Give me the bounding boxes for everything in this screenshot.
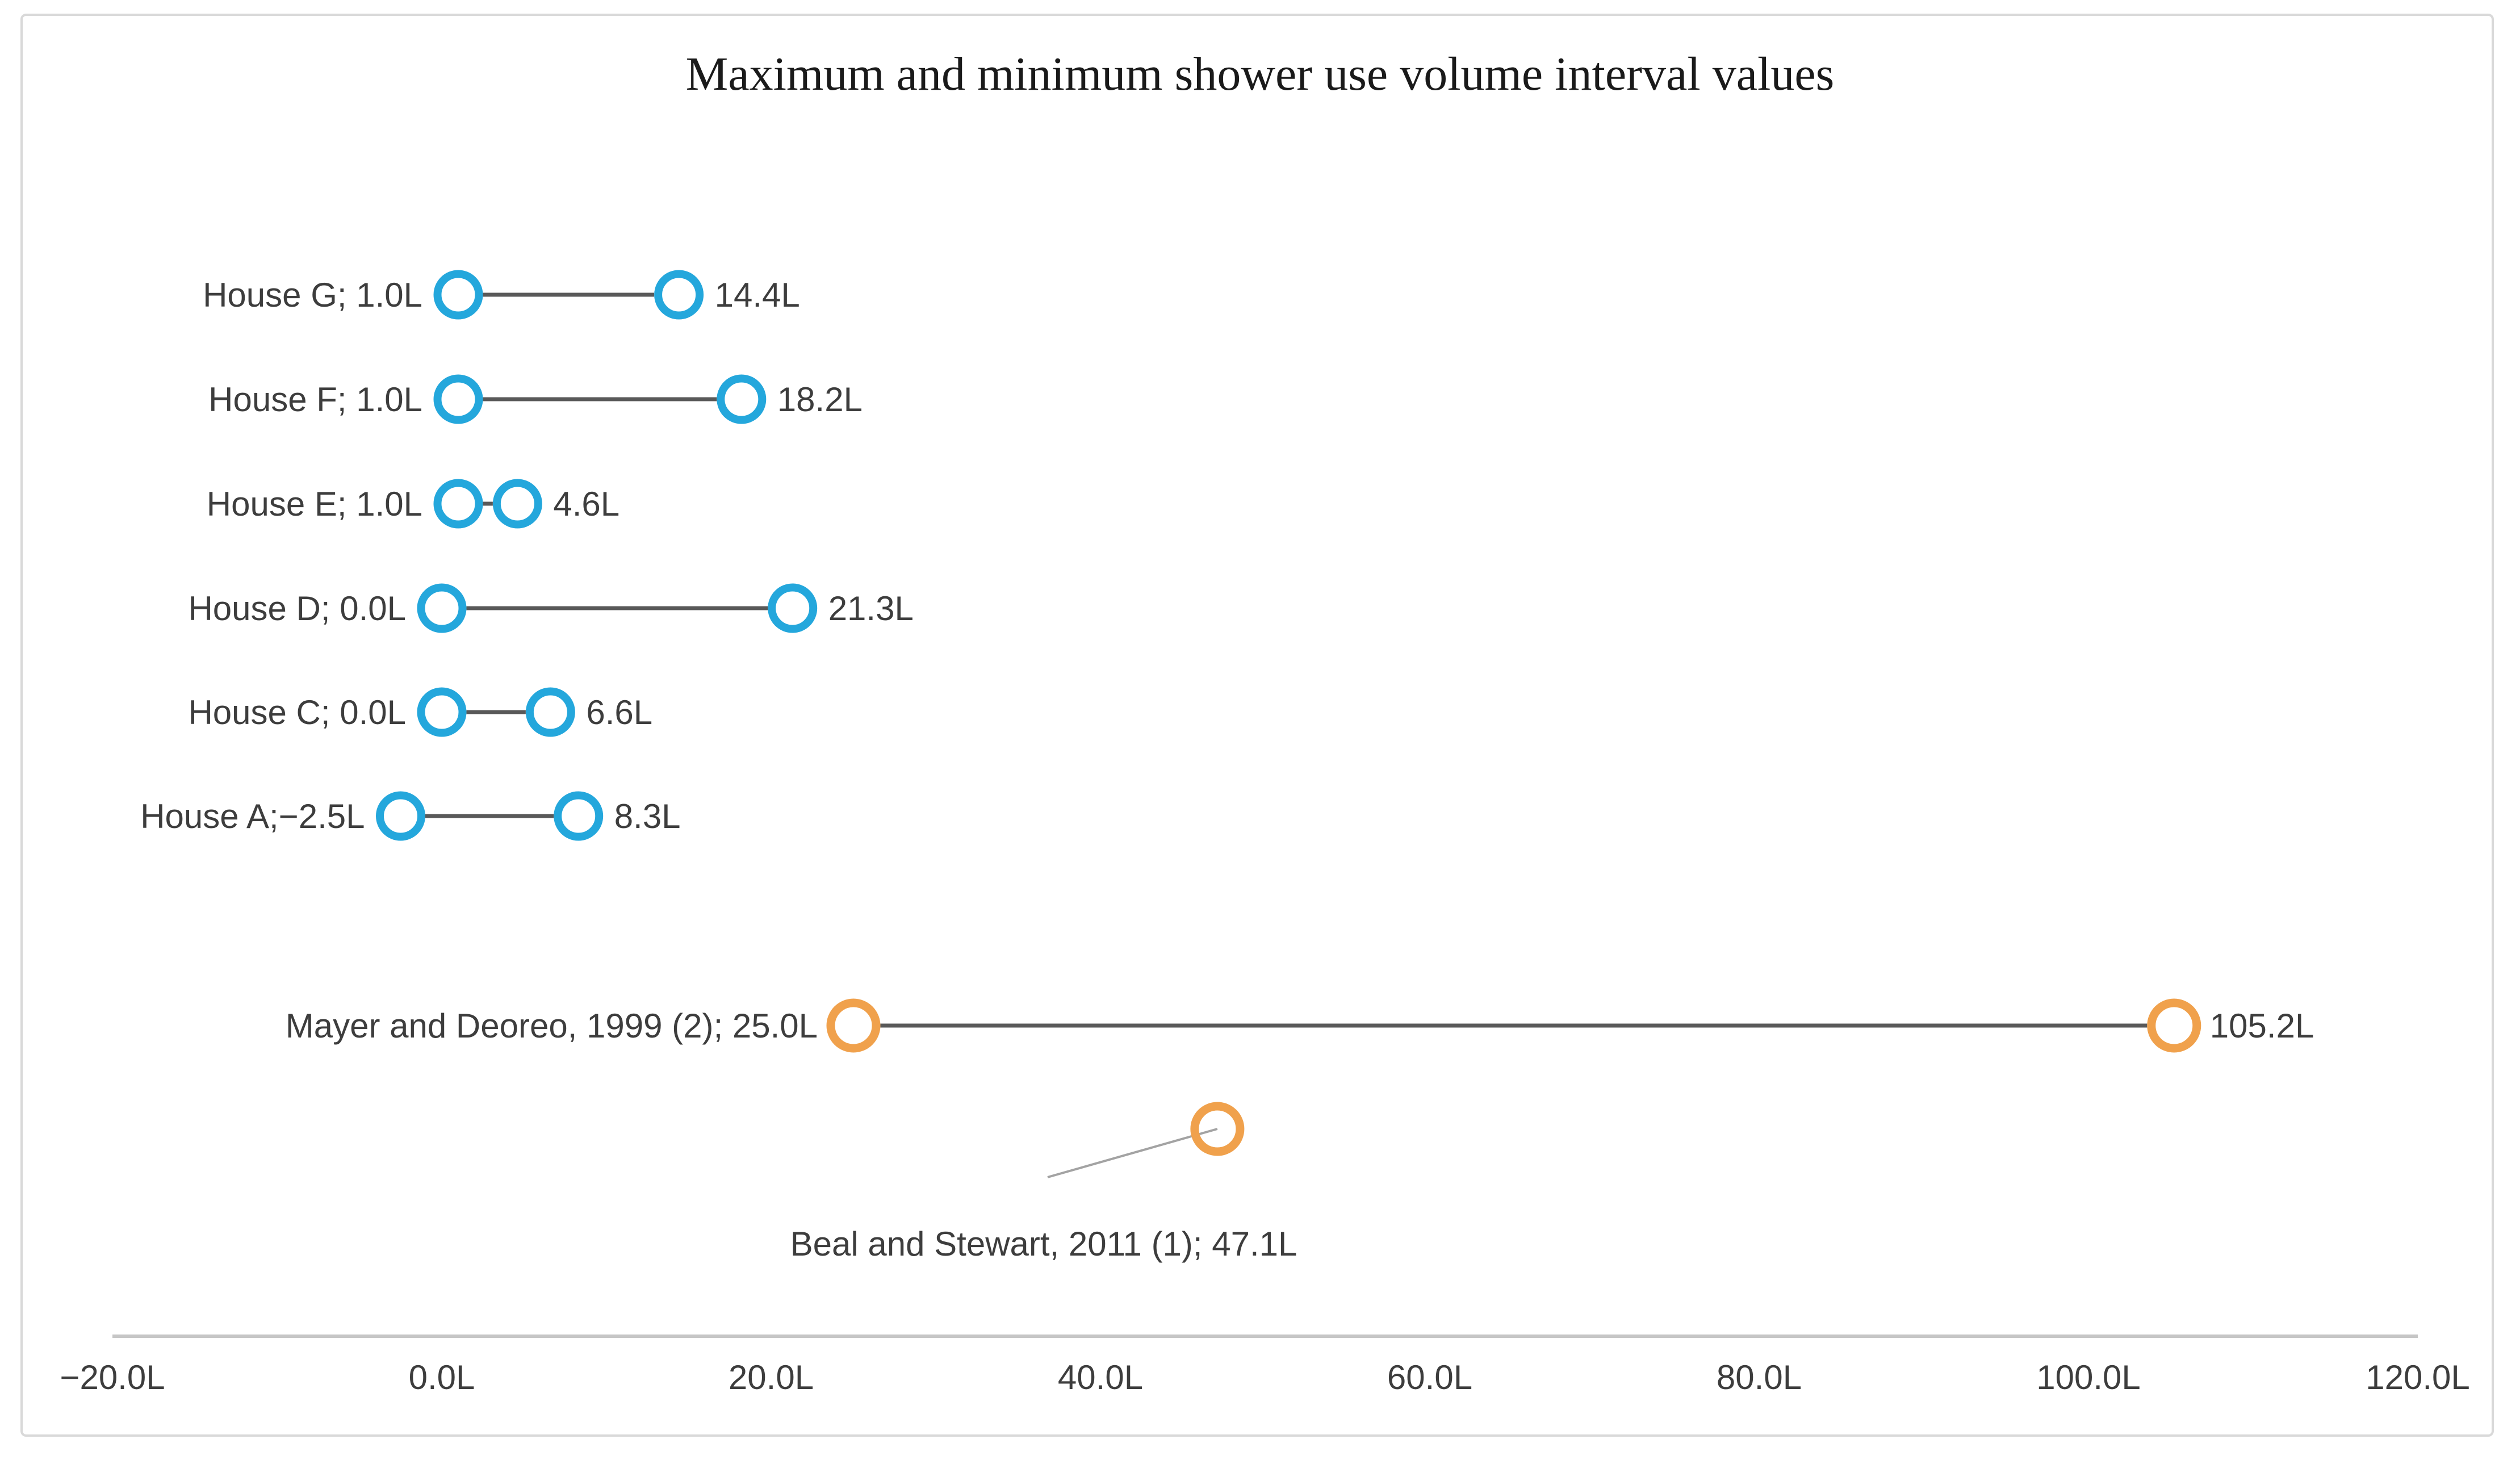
value-label: 4.6L — [553, 485, 619, 523]
max-marker — [525, 687, 575, 737]
min-marker — [417, 687, 467, 737]
row-label: House D; 0.0L — [188, 589, 406, 627]
row-label: Mayer and Deoreo, 1999 (2); 25.0L — [286, 1007, 818, 1045]
max-marker — [768, 583, 818, 633]
chart-title: Maximum and minimum shower use volume in… — [686, 48, 1835, 101]
callout-marker — [1190, 1102, 1245, 1156]
value-label: 14.4L — [715, 276, 800, 314]
min-marker — [433, 374, 483, 424]
min-marker — [433, 479, 483, 529]
value-label: 6.6L — [586, 693, 652, 731]
max-marker — [492, 479, 542, 529]
x-tick-label: 80.0L — [1717, 1358, 1802, 1396]
x-tick-label: 100.0L — [2036, 1358, 2141, 1396]
value-label: 18.2L — [777, 380, 863, 419]
x-tick-label: 120.0L — [2366, 1358, 2470, 1396]
min-marker — [433, 270, 483, 320]
x-tick-label: −20.0L — [60, 1358, 165, 1396]
min-marker — [826, 998, 881, 1053]
plot-area: −20.0L 0.0L 20.0L 40.0L 60.0L 80.0L 100.0L 120.… — [60, 270, 2470, 1396]
max-marker — [2147, 998, 2201, 1053]
x-tick-label: 60.0L — [1387, 1358, 1472, 1396]
chart-frame — [20, 14, 2494, 1437]
x-tick-label: 40.0L — [1058, 1358, 1143, 1396]
row-label: House E; 1.0L — [207, 485, 422, 523]
max-marker — [654, 270, 704, 320]
value-label: 8.3L — [614, 797, 681, 835]
value-label: 105.2L — [2210, 1007, 2314, 1045]
x-tick-label: 20.0L — [729, 1358, 814, 1396]
max-marker — [717, 374, 767, 424]
callout-label: Beal and Stewart, 2011 (1); 47.1L — [790, 1225, 1297, 1263]
row-label: House G; 1.0L — [203, 276, 422, 314]
x-tick-label: 0.0L — [409, 1358, 475, 1396]
row-label: House A;−2.5L — [140, 797, 365, 835]
max-marker — [554, 791, 604, 841]
callout-leader-line — [1047, 1128, 1218, 1178]
min-marker — [376, 791, 425, 841]
row-label: House F; 1.0L — [208, 380, 422, 419]
row-label: House C; 0.0L — [188, 693, 406, 731]
value-label: 21.3L — [828, 589, 914, 627]
min-marker — [417, 583, 467, 633]
